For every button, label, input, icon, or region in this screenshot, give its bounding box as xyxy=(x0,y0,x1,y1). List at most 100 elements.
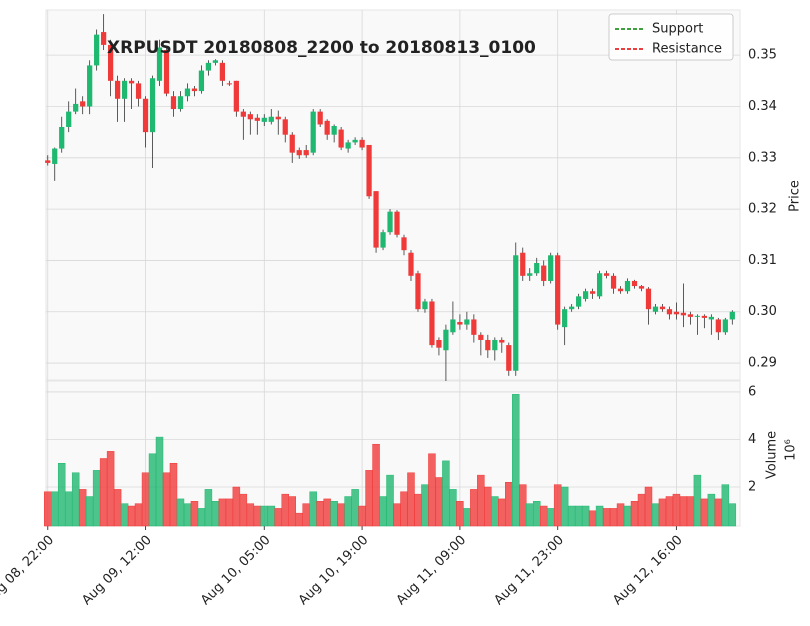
candle-body xyxy=(233,80,239,112)
candle-body xyxy=(499,339,505,343)
price-panel xyxy=(45,9,741,381)
candle-body xyxy=(114,80,121,99)
volume-bar xyxy=(435,477,443,527)
volume-bar xyxy=(85,496,94,527)
candle-body xyxy=(212,60,219,63)
volume-bar xyxy=(644,486,653,527)
volume-bar xyxy=(616,503,625,527)
candle-body xyxy=(156,47,163,81)
volume-bar xyxy=(232,486,241,527)
volume-bar xyxy=(99,458,108,527)
candle-body xyxy=(324,120,330,135)
legend-label: Support xyxy=(652,22,703,37)
volume-bar xyxy=(498,498,506,527)
volume-bar xyxy=(183,503,192,527)
volume-bar xyxy=(176,498,185,527)
candle-body xyxy=(701,315,707,318)
volume-bar xyxy=(428,453,436,527)
volume-bar xyxy=(421,484,429,527)
volume-bar xyxy=(693,474,702,527)
volume-bar xyxy=(323,498,331,527)
candle-body xyxy=(101,32,107,45)
volume-bar xyxy=(714,498,723,527)
candle-body xyxy=(128,80,135,84)
x-tick-label: Aug 11, 23:00 xyxy=(491,533,567,609)
candle-body xyxy=(408,252,414,276)
volume-bar xyxy=(407,472,415,527)
volume-bar xyxy=(148,453,157,527)
x-tick-label: Aug 10, 05:00 xyxy=(198,533,274,609)
y-tick-label: 0.30 xyxy=(748,304,777,319)
candle-body xyxy=(527,273,533,276)
candle-body xyxy=(645,288,652,310)
candle-body xyxy=(555,255,561,325)
volume-bar xyxy=(574,505,583,527)
candle-body xyxy=(380,232,386,248)
x-tick-label: Aug 10, 19:00 xyxy=(296,533,372,609)
candle-body xyxy=(275,116,281,120)
candle-body xyxy=(366,144,372,197)
volume-bar xyxy=(567,505,576,527)
volume-bar xyxy=(700,498,709,527)
volume-bar xyxy=(609,508,618,527)
candle-body xyxy=(513,255,519,371)
candle-body xyxy=(289,134,295,153)
volume-bar xyxy=(525,503,534,527)
candle-body xyxy=(534,262,540,274)
volume-bar xyxy=(651,503,660,527)
volume-bar xyxy=(372,443,380,527)
candle-body xyxy=(708,316,714,320)
volume-bar xyxy=(50,491,59,527)
volume-bar xyxy=(351,489,359,527)
volume-bar xyxy=(169,462,178,527)
candle-body xyxy=(345,142,351,149)
volume-bar xyxy=(267,505,276,527)
volume-bar xyxy=(92,470,101,527)
candle-body xyxy=(631,280,638,287)
candle-body xyxy=(261,117,267,122)
volume-bar xyxy=(197,508,206,527)
candle-body xyxy=(268,116,274,122)
volume-bar xyxy=(414,493,422,527)
legend-label: Resistance xyxy=(652,42,722,57)
volume-bar xyxy=(560,486,569,527)
volume-bar xyxy=(449,489,457,527)
volume-bar xyxy=(218,498,227,527)
legend: Support Resistance xyxy=(608,13,734,61)
candle-body xyxy=(715,319,721,333)
volume-bar xyxy=(155,436,164,527)
volume-bar xyxy=(162,472,171,527)
candle-body xyxy=(94,34,100,66)
chart-title: XRPUSDT 20180808_2200 to 20180813_0100 xyxy=(107,38,536,58)
candle-body xyxy=(191,88,198,92)
candle-body xyxy=(548,255,554,281)
candle-body xyxy=(576,296,582,307)
volume-bar xyxy=(532,501,541,527)
candle-body xyxy=(694,315,701,317)
volume-bar xyxy=(302,503,310,527)
candle-body xyxy=(184,88,191,97)
volume-bar xyxy=(442,460,450,527)
candle-body xyxy=(722,319,728,333)
volume-tick-label: 2 xyxy=(748,480,756,495)
volume-bar xyxy=(505,482,513,527)
volume-bar xyxy=(211,501,220,527)
candle-body xyxy=(457,322,463,325)
candle-body xyxy=(617,288,624,292)
volume-bar xyxy=(637,493,646,527)
candle-body xyxy=(415,273,421,310)
candle-body xyxy=(596,273,603,297)
candle-body xyxy=(135,83,142,99)
candle-body xyxy=(450,319,456,333)
candle-body xyxy=(170,96,177,110)
volume-bar xyxy=(588,510,597,527)
candle-body xyxy=(205,62,212,71)
volume-bar xyxy=(57,462,66,527)
volume-bar xyxy=(477,474,485,527)
volume-bar xyxy=(602,508,611,527)
candle-body xyxy=(506,345,512,371)
y-tick-label: 0.34 xyxy=(748,99,777,114)
volume-bar xyxy=(456,501,464,527)
volume-bar xyxy=(539,505,548,527)
candle-body xyxy=(422,301,428,310)
